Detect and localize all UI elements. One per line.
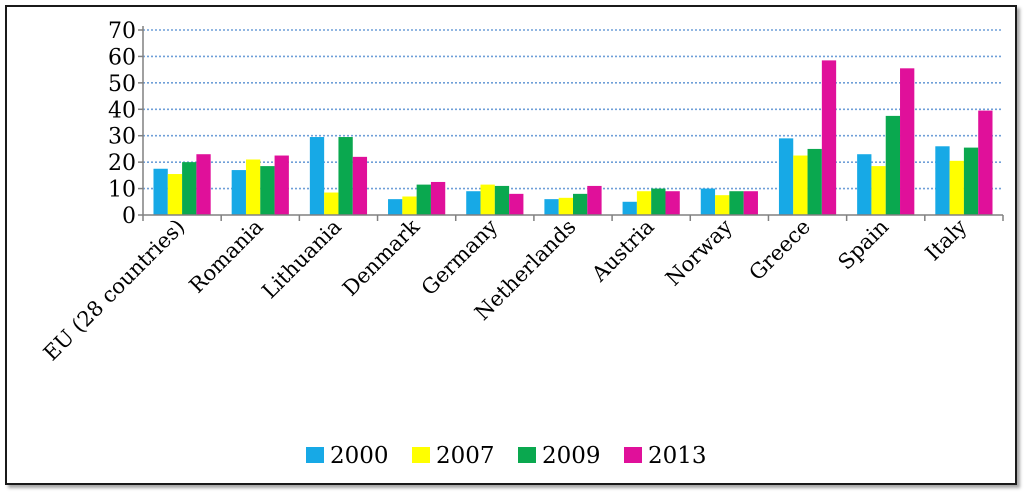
bar-2007-eu-28-countries: [167, 174, 183, 215]
legend-label-2013: 2013: [648, 443, 707, 469]
bar-2007-germany: [480, 184, 495, 215]
legend-swatch-2007: [412, 447, 430, 463]
legend-label-2009: 2009: [542, 443, 601, 469]
bar-2013-spain: [900, 68, 915, 215]
x-tick-label: Norway: [661, 214, 737, 290]
bar-2000-italy: [935, 146, 950, 215]
bar-2009-norway: [729, 191, 744, 215]
y-tick-label: 60: [108, 45, 136, 70]
y-tick-label: 70: [108, 19, 136, 44]
bar-2000-germany: [466, 191, 481, 215]
bar-2000-greece: [778, 138, 794, 215]
bar-2007-romania: [245, 159, 261, 215]
bar-2013-italy: [978, 110, 993, 215]
bar-2013-lithuania: [352, 156, 368, 215]
x-tick-label: Romania: [185, 215, 268, 298]
bar-2009-eu-28-countries: [182, 162, 197, 215]
bar-2007-lithuania: [324, 192, 339, 215]
legend: 2000 2007 2009 2013: [306, 443, 707, 469]
bar-2007-norway: [715, 195, 730, 215]
bar-2013-denmark: [430, 181, 446, 215]
bar-2009-greece: [807, 148, 822, 215]
chart-frame: [5, 5, 1017, 485]
bar-2007-netherlands: [558, 197, 573, 215]
legend-label-2007: 2007: [436, 443, 495, 469]
bar-2009-netherlands: [573, 193, 588, 215]
bar-2009-germany: [494, 185, 510, 215]
bar-2013-austria: [665, 191, 680, 215]
bar-2009-denmark: [416, 184, 431, 215]
bar-2000-spain: [857, 154, 872, 215]
bar-2000-romania: [231, 170, 246, 215]
y-tick-label: 10: [108, 178, 136, 203]
x-tick-labels: EU (28 countries)RomaniaLithuaniaDenmark…: [39, 214, 972, 365]
y-tick-label: 0: [122, 204, 136, 229]
legend-label-2000: 2000: [330, 443, 389, 469]
x-tick-label: Denmark: [338, 214, 424, 300]
bar-2007-denmark: [402, 196, 417, 215]
bar-2009-italy: [963, 147, 979, 215]
bar-2013-netherlands: [587, 185, 602, 215]
bar-2009-romania: [260, 166, 275, 215]
bar-2013-germany: [509, 193, 524, 215]
bar-2007-italy: [949, 160, 964, 215]
bar-2007-spain: [871, 166, 886, 215]
x-tick-label: Spain: [833, 215, 893, 275]
bar-2009-lithuania: [338, 137, 353, 215]
bar-2009-spain: [885, 115, 901, 215]
y-tick-label: 30: [108, 125, 136, 150]
bar-2000-lithuania: [309, 137, 325, 215]
bar-2013-greece: [821, 60, 837, 216]
bar-2007-greece: [793, 155, 808, 215]
legend-swatch-2009: [518, 447, 536, 463]
bar-2000-denmark: [388, 199, 403, 215]
legend-swatch-2000: [306, 447, 324, 463]
y-tick-label: 50: [108, 72, 136, 97]
bar-2000-norway: [700, 188, 716, 215]
bar-2000-eu-28-countries: [153, 168, 168, 215]
x-tick-label: Austria: [586, 215, 658, 287]
bar-2000-netherlands: [544, 199, 559, 215]
x-tick-label: Italy: [921, 214, 972, 265]
bar-2013-eu-28-countries: [196, 154, 211, 215]
bar-2007-austria: [636, 191, 652, 215]
y-tick-label: 20: [108, 151, 136, 176]
x-tick-label: Lithuania: [257, 215, 346, 304]
bars: [153, 60, 993, 216]
legend-swatch-2013: [624, 447, 642, 463]
gridlines: [143, 29, 1003, 190]
y-tick-label: 40: [108, 98, 136, 123]
axes: [138, 26, 1004, 221]
bar-2009-austria: [651, 188, 666, 215]
bar-2000-austria: [622, 201, 637, 215]
bar-2013-romania: [274, 155, 289, 215]
bar-2013-norway: [743, 191, 758, 215]
x-tick-label: Greece: [744, 215, 815, 286]
x-tick-label: EU (28 countries): [39, 215, 190, 366]
